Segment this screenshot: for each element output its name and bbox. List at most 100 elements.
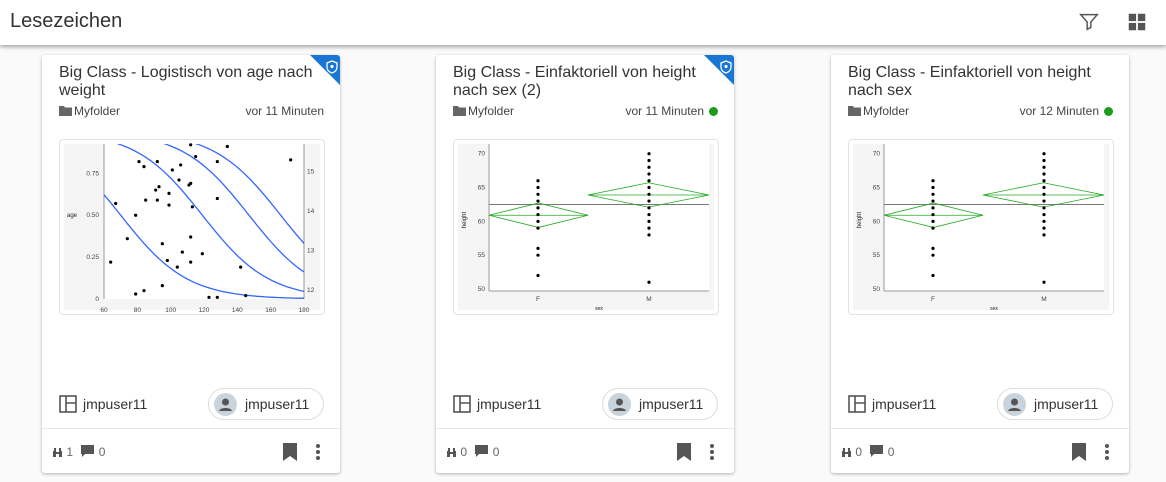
avatar (1003, 393, 1026, 416)
data-point (931, 179, 935, 183)
data-point (647, 165, 651, 169)
data-point (931, 185, 935, 190)
data-point (134, 213, 138, 217)
y-tick-label: 65 (873, 185, 881, 192)
x-tick-label: F (931, 296, 935, 303)
more-options-icon[interactable] (314, 442, 322, 462)
data-point (931, 212, 935, 217)
data-point (647, 199, 651, 203)
data-point (207, 295, 211, 299)
user-name: jmpuser11 (639, 396, 704, 412)
data-point (155, 198, 159, 202)
data-point (931, 273, 935, 278)
person-icon (219, 398, 232, 411)
folder-icon (848, 106, 861, 116)
avatar (608, 393, 631, 416)
x-tick-label: F (536, 296, 540, 303)
data-point (1042, 199, 1046, 203)
plot-area (489, 144, 709, 291)
x-tick-label: M (1041, 296, 1046, 303)
y-tick-label: 0 (95, 296, 99, 303)
y-tick-label: 65 (478, 185, 486, 192)
folder-name[interactable]: Myfolder (74, 104, 121, 118)
data-point (1042, 179, 1046, 183)
binoculars-icon (842, 448, 851, 457)
report-layout-icon (453, 395, 471, 413)
user-chip[interactable]: jmpuser11 (208, 388, 324, 420)
data-point (1042, 219, 1046, 223)
fit-curve (116, 144, 304, 293)
data-point (142, 164, 146, 169)
more-options-icon[interactable] (1103, 442, 1111, 462)
user-chip[interactable]: jmpuser11 (602, 388, 718, 420)
bookmark-icon[interactable] (676, 442, 692, 462)
data-point (536, 253, 540, 257)
data-point (144, 198, 148, 202)
data-point (114, 201, 118, 206)
bookmark-icon[interactable] (1071, 442, 1087, 462)
data-point (536, 179, 540, 183)
card-title[interactable]: Big Class - Logistisch von age nach weig… (59, 64, 313, 99)
data-point (215, 295, 219, 299)
data-point (167, 191, 171, 196)
data-point (536, 246, 540, 251)
folder-icon (453, 106, 466, 116)
bookmark-icon[interactable] (282, 442, 298, 462)
x-axis-label: sex (595, 306, 603, 312)
data-point (536, 192, 540, 196)
avatar (214, 393, 237, 416)
filter-icon[interactable] (1078, 11, 1100, 33)
report-thumbnail[interactable]: 0 0.25 0.50 0.75 60 80 100 120 140 160 180 12 13 14 15… (59, 139, 325, 315)
data-point (190, 205, 194, 209)
data-point (647, 206, 651, 210)
folder-icon (59, 106, 72, 116)
data-point (134, 292, 138, 296)
card-title[interactable]: Big Class - Einfaktoriell von height nac… (453, 64, 696, 99)
data-point (536, 199, 540, 203)
report-thumbnail[interactable]: 50 55 60 65 70 height sex F M (453, 139, 719, 315)
data-point (180, 250, 184, 254)
featured-badge-icon (704, 55, 734, 85)
more-options-icon[interactable] (708, 442, 716, 462)
folder-name[interactable]: Myfolder (468, 104, 515, 118)
x-tick-label: 120 (199, 307, 210, 314)
user-chip[interactable]: jmpuser11 (997, 388, 1113, 420)
bookmark-card[interactable]: Big Class - Einfaktoriell von height nac… (831, 55, 1129, 473)
data-point (647, 158, 651, 163)
data-point (160, 283, 164, 288)
timestamp: vor 11 Minuten (625, 104, 705, 118)
data-point (175, 265, 179, 269)
owner-name: jmpuser11 (477, 396, 542, 412)
comment-icon (475, 445, 489, 457)
y-tick-label: 70 (478, 151, 486, 158)
fit-curve (163, 144, 304, 273)
online-indicator (709, 107, 718, 116)
timestamp: vor 11 Minuten (245, 104, 325, 118)
data-point (536, 212, 540, 217)
chart-thumbnail: 50 55 60 65 70 height sex F M (458, 144, 714, 312)
y-tick-label: 60 (873, 218, 881, 225)
data-point (137, 159, 141, 164)
data-point (215, 196, 219, 201)
owner-label: jmpuser11 (848, 395, 936, 413)
data-point (536, 206, 540, 210)
data-point (179, 163, 183, 167)
online-indicator (1104, 107, 1113, 116)
data-point (536, 273, 540, 278)
card-title[interactable]: Big Class - Einfaktoriell von height nac… (848, 64, 1091, 99)
data-point (1042, 172, 1046, 176)
binoculars-icon (53, 448, 62, 457)
grid-view-icon[interactable] (1126, 11, 1148, 33)
data-point (189, 260, 193, 264)
person-icon (1008, 398, 1021, 411)
data-point (142, 289, 146, 293)
comment-icon (870, 445, 884, 457)
data-point (647, 185, 651, 190)
folder-name[interactable]: Myfolder (863, 104, 910, 118)
bookmark-card[interactable]: Big Class - Einfaktoriell von height nac… (436, 55, 734, 473)
data-point (536, 219, 540, 223)
report-thumbnail[interactable]: 50 55 60 65 70 height sex F M (848, 139, 1114, 315)
bookmark-card[interactable]: Big Class - Logistisch von age nach weig… (42, 55, 340, 473)
fit-curve (194, 144, 304, 244)
data-point (215, 159, 219, 164)
